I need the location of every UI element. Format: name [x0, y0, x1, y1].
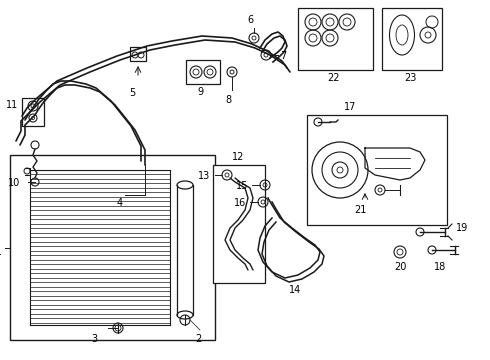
- Text: 4: 4: [117, 198, 123, 208]
- Circle shape: [322, 152, 358, 188]
- Text: 14: 14: [289, 285, 301, 295]
- Text: 7: 7: [280, 51, 286, 61]
- Text: 23: 23: [404, 73, 416, 83]
- Text: 15: 15: [236, 181, 248, 191]
- Bar: [382, 8, 442, 70]
- Text: 17: 17: [344, 102, 356, 112]
- Bar: [10, 155, 215, 340]
- Ellipse shape: [177, 311, 193, 319]
- Bar: [186, 60, 220, 84]
- Bar: [22, 98, 44, 126]
- Text: 3: 3: [91, 334, 97, 344]
- Bar: [213, 165, 265, 283]
- Text: 22: 22: [327, 73, 339, 83]
- Text: 16: 16: [234, 198, 246, 208]
- Text: 1: 1: [0, 247, 2, 257]
- Text: 2: 2: [195, 334, 201, 344]
- Ellipse shape: [177, 181, 193, 189]
- Text: 9: 9: [197, 87, 203, 97]
- Text: 21: 21: [354, 205, 366, 215]
- Text: 11: 11: [6, 100, 18, 110]
- Text: 8: 8: [225, 95, 231, 105]
- Text: 13: 13: [198, 171, 210, 181]
- Text: 6: 6: [247, 15, 253, 25]
- Bar: [298, 8, 373, 70]
- Text: 12: 12: [232, 152, 244, 162]
- Text: 5: 5: [129, 88, 135, 98]
- Bar: [130, 47, 146, 61]
- Circle shape: [332, 162, 348, 178]
- Text: 10: 10: [8, 178, 20, 188]
- Text: 18: 18: [434, 262, 446, 272]
- Bar: [307, 115, 447, 225]
- Text: 20: 20: [394, 262, 406, 272]
- Text: 19: 19: [456, 223, 468, 233]
- Circle shape: [312, 142, 368, 198]
